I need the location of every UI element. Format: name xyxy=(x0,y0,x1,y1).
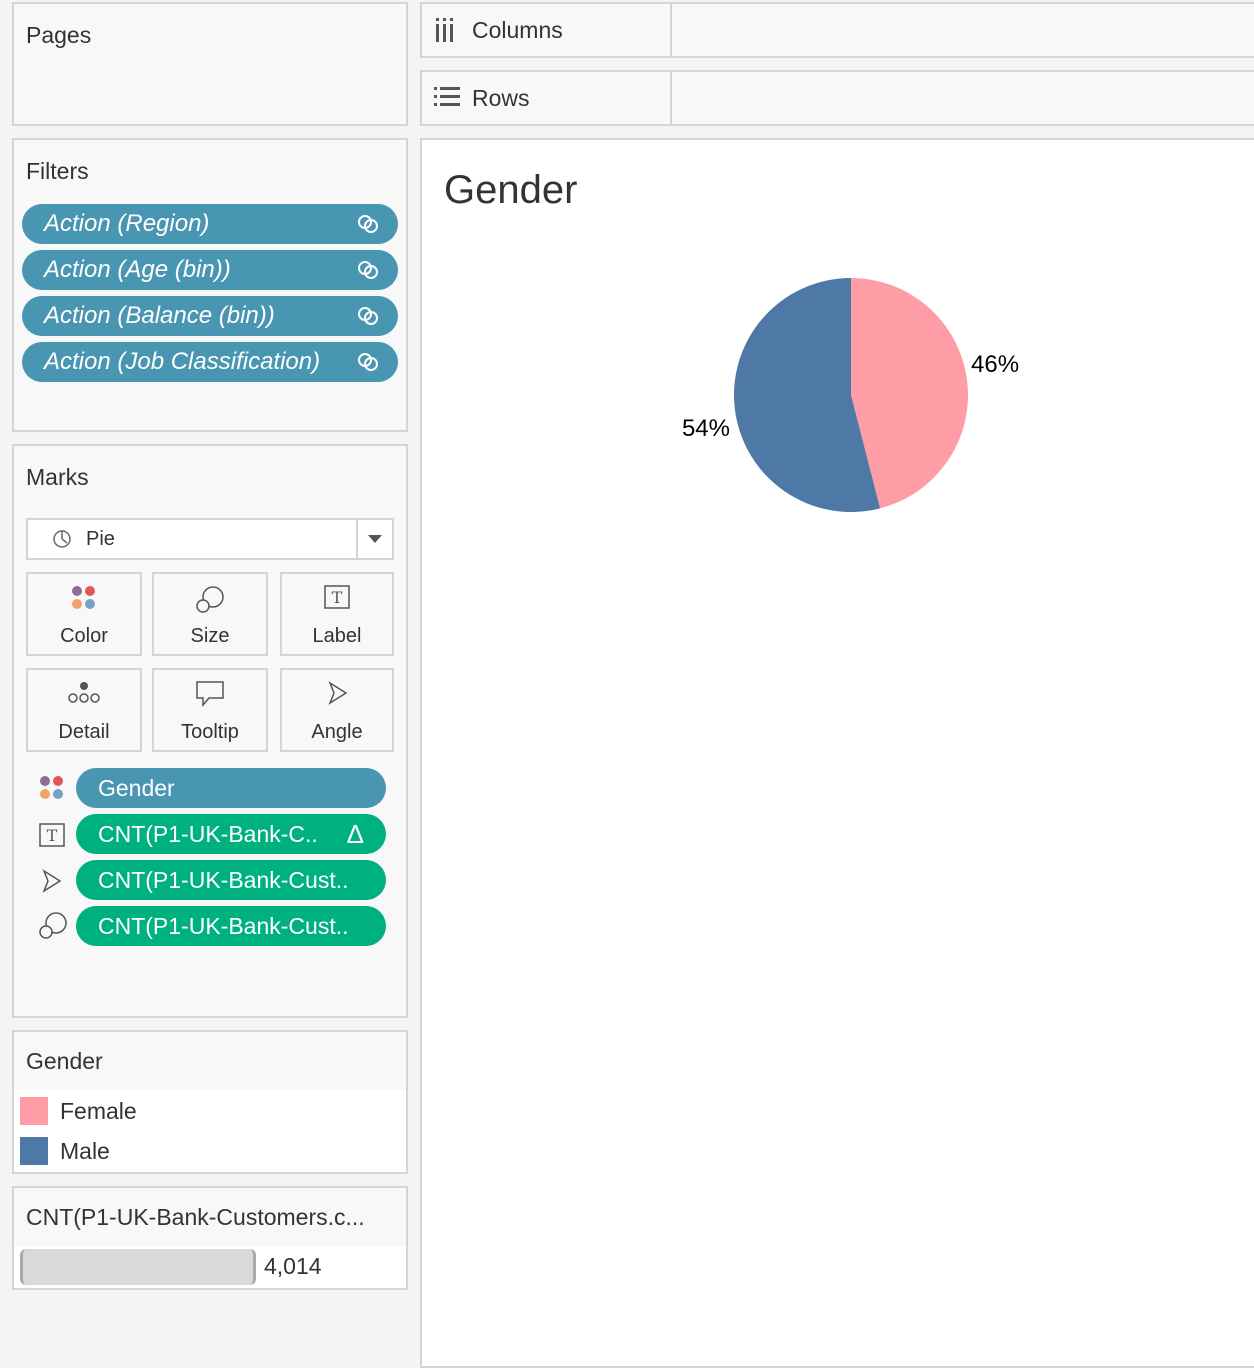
pie-type-icon xyxy=(53,530,71,548)
rows-label: Rows xyxy=(472,84,530,111)
marks-field-label: CNT(P1-UK-Bank-Cust.. xyxy=(98,912,349,939)
size-icon xyxy=(39,912,67,939)
pie-slice-male[interactable] xyxy=(734,278,881,512)
label-button-label: Label xyxy=(312,625,362,647)
marks-field-label: CNT(P1-UK-Bank-Cust.. xyxy=(98,866,349,893)
filter-pill-balance-bin[interactable]: Action (Balance (bin)) xyxy=(22,296,398,336)
size-legend-card: CNT(P1-UK-Bank-Customers.c... 4,014 xyxy=(12,1186,408,1290)
color-button-label: Color xyxy=(60,625,108,647)
label-icon: T xyxy=(324,585,350,609)
label-icon: T xyxy=(39,823,65,847)
filter-pill-label: Action (Balance (bin)) xyxy=(44,302,275,329)
color-legend-card: Gender Female Male xyxy=(12,1030,408,1174)
color-button[interactable]: Color xyxy=(26,572,142,656)
color-icon xyxy=(72,586,95,609)
legend-label: Female xyxy=(60,1097,137,1124)
size-legend-body: 4,014 xyxy=(14,1246,406,1288)
rows-shelf-label: Rows xyxy=(422,72,672,124)
angle-button-label: Angle xyxy=(311,721,363,743)
marks-card: Marks Pie Color Size T Label Detail Tool… xyxy=(12,444,408,1018)
pie-label-male: 54% xyxy=(682,415,730,442)
columns-icon xyxy=(436,18,453,42)
size-legend-bar xyxy=(20,1249,256,1285)
filter-pill-label: Action (Region) xyxy=(44,210,210,237)
link-icon xyxy=(358,353,378,371)
label-button[interactable]: T Label xyxy=(280,572,394,656)
filter-pill-job-classification[interactable]: Action (Job Classification) xyxy=(22,342,398,382)
rows-icon xyxy=(434,87,460,106)
size-button[interactable]: Size xyxy=(152,572,268,656)
detail-button-label: Detail xyxy=(58,721,110,743)
filter-pill-age-bin[interactable]: Action (Age (bin)) xyxy=(22,250,398,290)
filters-card: Filters Action (Region) Action (Age (bin… xyxy=(12,138,408,432)
view-title: Gender xyxy=(444,168,578,212)
tooltip-button-label: Tooltip xyxy=(181,721,239,743)
marks-field-label-count[interactable]: CNT(P1-UK-Bank-C.. Δ xyxy=(76,814,386,854)
color-legend-title: Gender xyxy=(26,1048,103,1074)
svg-text:T: T xyxy=(332,588,343,607)
view-area: Gender 46% 54% xyxy=(420,138,1254,1368)
marks-card-title: Marks xyxy=(26,464,89,490)
angle-icon xyxy=(42,869,62,893)
svg-text:T: T xyxy=(47,826,58,845)
filter-pill-label: Action (Job Classification) xyxy=(44,348,321,375)
filters-card-title: Filters xyxy=(26,158,89,184)
pages-card: Pages xyxy=(12,2,408,126)
marks-field-angle-count[interactable]: CNT(P1-UK-Bank-Cust.. xyxy=(76,860,386,900)
detail-icon xyxy=(68,682,100,703)
size-legend-title: CNT(P1-UK-Bank-Customers.c... xyxy=(26,1204,365,1230)
columns-shelf-label: Columns xyxy=(422,4,672,56)
link-icon xyxy=(358,307,378,325)
legend-body: Female Male xyxy=(14,1090,406,1172)
columns-label: Columns xyxy=(472,16,563,43)
table-calc-delta-icon: Δ xyxy=(346,818,364,849)
marks-field-gender[interactable]: Gender xyxy=(76,768,386,808)
dropdown-divider xyxy=(356,520,358,558)
filter-pill-region[interactable]: Action (Region) xyxy=(22,204,398,244)
link-icon xyxy=(358,215,378,233)
mark-type-dropdown[interactable]: Pie xyxy=(26,518,394,560)
legend-swatch-female xyxy=(20,1097,48,1125)
legend-label: Male xyxy=(60,1137,110,1164)
angle-icon xyxy=(328,681,348,705)
chevron-down-icon[interactable] xyxy=(368,535,382,545)
angle-button[interactable]: Angle xyxy=(280,668,394,752)
legend-item-male[interactable]: Male xyxy=(20,1136,110,1166)
pie-label-female: 46% xyxy=(971,351,1019,378)
mark-type-label: Pie xyxy=(86,528,115,550)
legend-item-female[interactable]: Female xyxy=(20,1096,137,1126)
size-legend-value: 4,014 xyxy=(264,1253,322,1279)
pie-slice-female[interactable] xyxy=(851,278,968,509)
color-icon xyxy=(40,776,63,799)
pie-chart[interactable]: 46% 54% xyxy=(422,140,1254,640)
columns-shelf[interactable]: Columns xyxy=(420,2,1254,58)
link-icon xyxy=(358,261,378,279)
tooltip-button[interactable]: Tooltip xyxy=(152,668,268,752)
marks-field-label: CNT(P1-UK-Bank-C.. xyxy=(98,820,318,847)
filter-pill-label: Action (Age (bin)) xyxy=(44,256,231,283)
tooltip-icon xyxy=(196,681,224,708)
marks-field-label: Gender xyxy=(98,774,175,801)
size-icon xyxy=(196,586,224,613)
marks-field-size-count[interactable]: CNT(P1-UK-Bank-Cust.. xyxy=(76,906,386,946)
pages-card-title: Pages xyxy=(26,22,92,48)
legend-swatch-male xyxy=(20,1137,48,1165)
rows-shelf[interactable]: Rows xyxy=(420,70,1254,126)
size-button-label: Size xyxy=(190,625,230,647)
detail-button[interactable]: Detail xyxy=(26,668,142,752)
